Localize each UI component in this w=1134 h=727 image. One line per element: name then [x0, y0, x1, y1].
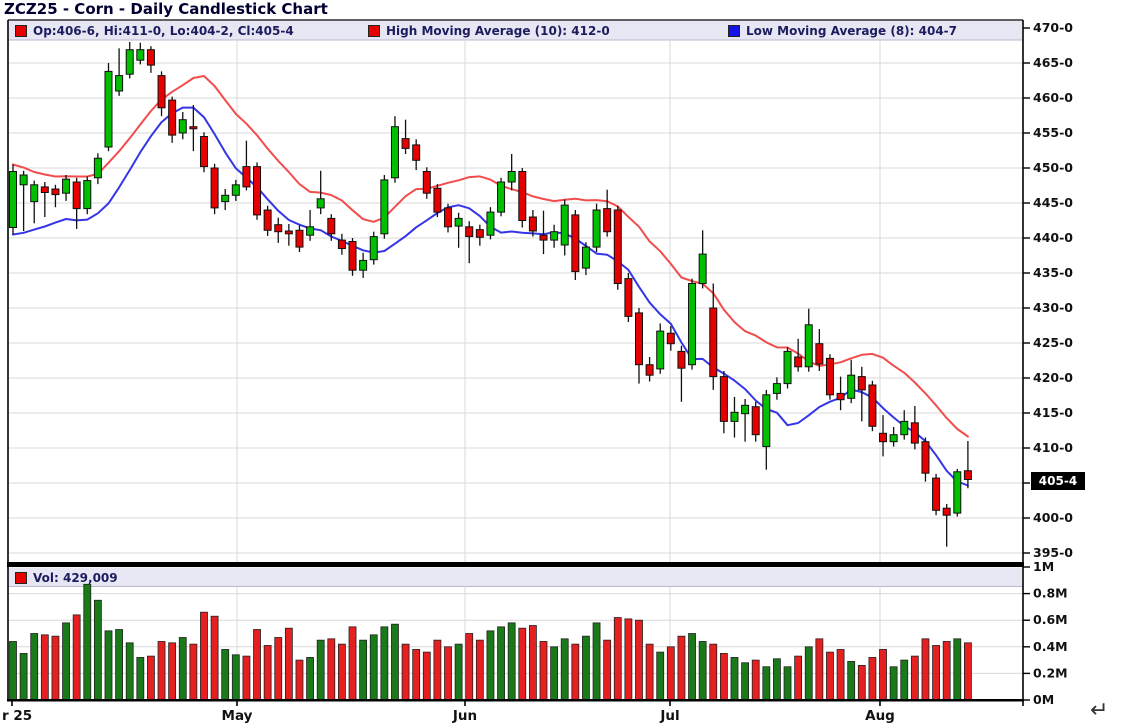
svg-text:465-0: 465-0: [1033, 55, 1073, 70]
svg-text:0.4M: 0.4M: [1033, 639, 1068, 654]
legend-volume: Vol: 429,009: [15, 570, 118, 586]
svg-text:460-0: 460-0: [1033, 90, 1073, 105]
svg-text:435-0: 435-0: [1033, 265, 1073, 280]
last-price-tag: 405-4: [1031, 472, 1085, 490]
page-title: ZCZ25 - Corn - Daily Candlestick Chart: [4, 0, 328, 18]
return-arrow-icon: ↵: [1090, 698, 1109, 723]
svg-text:0.2M: 0.2M: [1033, 665, 1068, 680]
svg-text:415-0: 415-0: [1033, 405, 1073, 420]
legend-ohlc: Op:406-6, Hi:411-0, Lo:404-2, Cl:405-4: [15, 23, 294, 39]
svg-text:450-0: 450-0: [1033, 160, 1073, 175]
svg-text:410-0: 410-0: [1033, 440, 1073, 455]
low-ma-legend-label: Low Moving Average (8): 404-7: [746, 24, 958, 38]
svg-text:425-0: 425-0: [1033, 335, 1073, 350]
svg-text:0M: 0M: [1033, 692, 1054, 707]
svg-text:400-0: 400-0: [1033, 510, 1073, 525]
svg-text:Jun: Jun: [452, 708, 477, 724]
legend-high-ma: High Moving Average (10): 412-0: [368, 23, 610, 39]
svg-text:440-0: 440-0: [1033, 230, 1073, 245]
high-ma-legend-label: High Moving Average (10): 412-0: [386, 24, 610, 38]
ohlc-legend-label: Op:406-6, Hi:411-0, Lo:404-2, Cl:405-4: [33, 24, 294, 38]
svg-text:395-0: 395-0: [1033, 545, 1073, 560]
legend-low-ma: Low Moving Average (8): 404-7: [728, 23, 957, 39]
svg-text:May: May: [222, 708, 253, 724]
svg-text:445-0: 445-0: [1033, 195, 1073, 210]
svg-text:0.6M: 0.6M: [1033, 612, 1068, 627]
volume-legend-swatch-icon: [15, 572, 27, 584]
ohlc-legend-swatch-icon: [15, 25, 27, 37]
svg-text:455-0: 455-0: [1033, 125, 1073, 140]
svg-text:Aug: Aug: [865, 708, 895, 724]
low-ma-legend-swatch-icon: [728, 25, 740, 37]
svg-text:430-0: 430-0: [1033, 300, 1073, 315]
svg-text:470-0: 470-0: [1033, 20, 1073, 35]
svg-text:1M: 1M: [1033, 559, 1054, 574]
svg-text:Jul: Jul: [659, 708, 679, 724]
svg-text:0.8M: 0.8M: [1033, 586, 1068, 601]
high-ma-legend-swatch-icon: [368, 25, 380, 37]
volume-legend-label: Vol: 429,009: [33, 571, 118, 585]
svg-text:420-0: 420-0: [1033, 370, 1073, 385]
svg-text:r 25: r 25: [2, 708, 32, 724]
